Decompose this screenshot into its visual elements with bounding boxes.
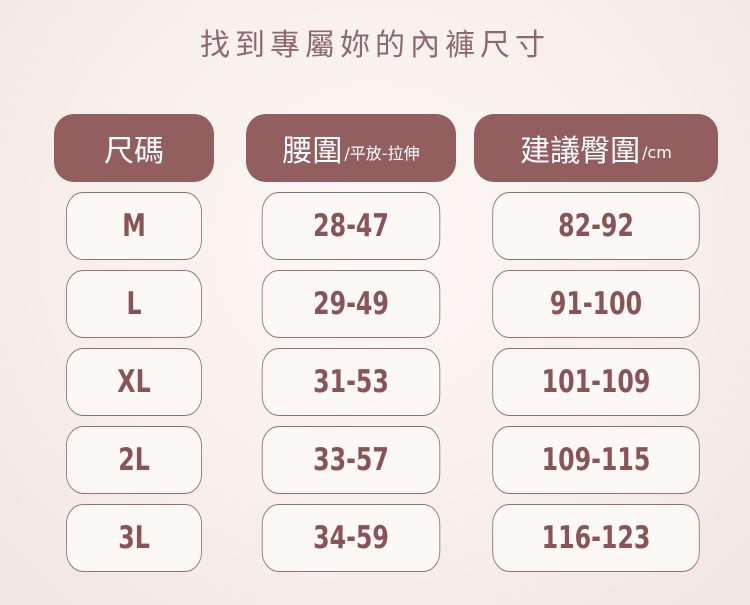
table-cell-size: XL (66, 348, 202, 416)
page-title: 找到專屬妳的內褲尺寸 (200, 28, 550, 63)
table-cell-hip: 116-123 (492, 504, 700, 572)
header-waist-unit: /平放-拉伸 (344, 144, 420, 163)
header-waist: 腰圍 /平放-拉伸 (246, 114, 456, 182)
header-hip: 建議臀圍 /cm (474, 114, 718, 182)
header-size-label: 尺碼 (104, 134, 164, 169)
header-hip-unit: /cm (642, 142, 672, 162)
table-cell-size: 2L (66, 426, 202, 494)
table-cell-hip: 101-109 (492, 348, 700, 416)
header-waist-label: 腰圍 (282, 134, 343, 169)
table-cell-size: M (66, 192, 202, 260)
table-cell-hip: 91-100 (492, 270, 700, 338)
table-cell-size: L (66, 270, 202, 338)
table-cell-hip: 109-115 (492, 426, 700, 494)
table-cell-hip: 82-92 (492, 192, 700, 260)
table-cell-waist: 34-59 (261, 504, 441, 572)
table-cell-waist: 29-49 (261, 270, 441, 338)
header-size: 尺碼 (54, 114, 214, 182)
table-cell-waist: 31-53 (261, 348, 441, 416)
table-cell-size: 3L (66, 504, 202, 572)
table-cell-waist: 33-57 (261, 426, 441, 494)
table-cell-waist: 28-47 (261, 192, 441, 260)
header-hip-label: 建議臀圍 (520, 134, 641, 169)
